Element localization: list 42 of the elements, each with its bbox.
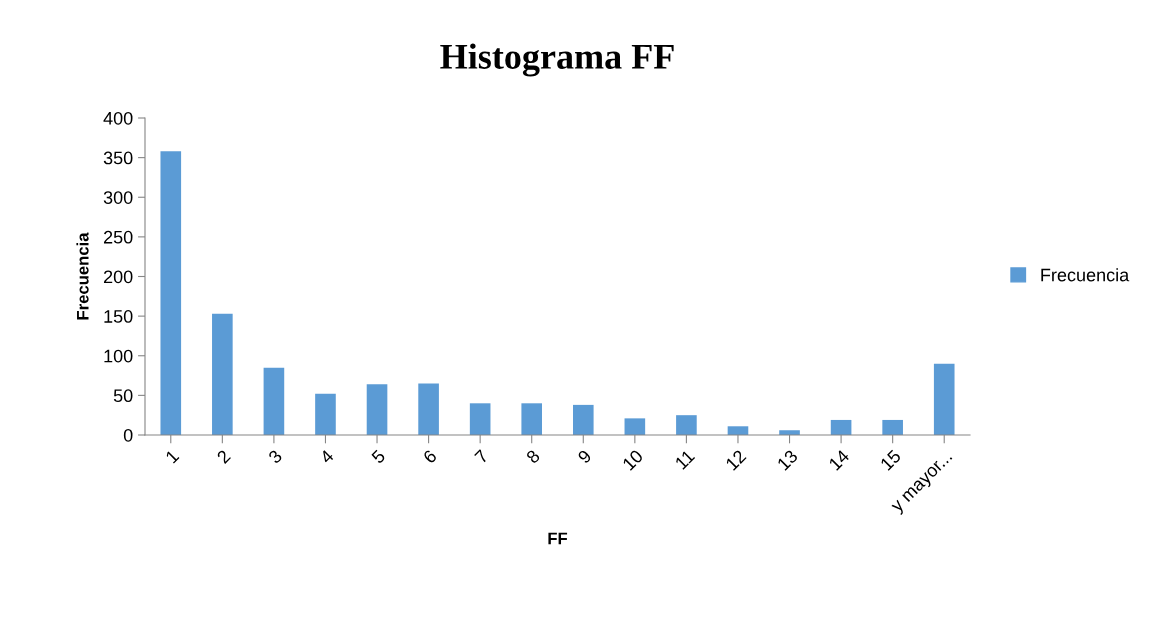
legend-label: Frecuencia xyxy=(1041,268,1130,282)
x-tick-label: 9 xyxy=(577,449,593,465)
x-tick-label: 13 xyxy=(776,449,799,471)
x-tick-label: 14 xyxy=(828,449,850,471)
bar xyxy=(418,383,439,435)
bar xyxy=(212,313,233,435)
y-tick-label: 400 xyxy=(103,111,133,125)
y-tick-label: 200 xyxy=(103,270,133,284)
bar xyxy=(160,151,182,435)
x-tick-label: 10 xyxy=(621,449,644,471)
bar xyxy=(933,363,955,435)
bar xyxy=(676,415,697,435)
y-tick-label: 350 xyxy=(103,151,133,165)
y-tick-label: 100 xyxy=(104,349,133,363)
x-tick-label: 1 xyxy=(165,449,180,464)
y-axis-title: Frecuencia xyxy=(76,232,89,320)
bar xyxy=(830,419,852,435)
bar xyxy=(624,418,646,435)
x-tick-label: 7 xyxy=(474,449,489,464)
y-tick-label: 0 xyxy=(123,428,133,442)
y-tick-label: 300 xyxy=(103,191,133,204)
bar xyxy=(263,367,285,435)
x-tick-label: 6 xyxy=(422,449,438,465)
bar xyxy=(315,393,336,435)
x-tick-label: 5 xyxy=(370,449,386,465)
bar xyxy=(521,403,543,435)
x-tick-label: 3 xyxy=(267,449,283,465)
bar xyxy=(469,403,491,435)
chart-title: Histograma FF xyxy=(440,43,674,77)
x-tick-label: 8 xyxy=(525,449,541,465)
x-axis-title: FF xyxy=(548,532,568,545)
bar xyxy=(882,419,903,435)
y-tick-label: 250 xyxy=(103,230,133,244)
y-tick-label: 50 xyxy=(113,389,133,403)
bar xyxy=(572,404,594,435)
bar xyxy=(366,384,388,435)
y-tick-label: 150 xyxy=(104,310,133,323)
x-tick-label: 15 xyxy=(879,449,902,471)
x-tick-label: 4 xyxy=(319,449,335,465)
x-tick-label: 12 xyxy=(725,449,747,471)
x-tick-label: 2 xyxy=(216,449,231,464)
x-tick-label: 11 xyxy=(674,449,696,470)
